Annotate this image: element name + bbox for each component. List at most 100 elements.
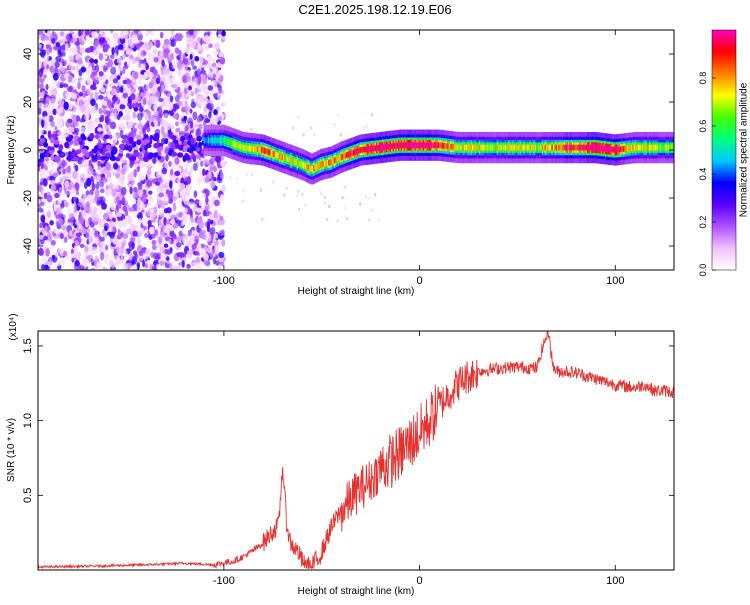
heatmap-noise-cell [59,177,64,184]
heatmap-ridge-cell [303,162,306,169]
heatmap-ridge-cell [302,161,305,168]
heatmap-noise-cell [153,103,158,111]
heatmap-noise-cell [129,236,136,242]
heatmap-ridge-cell [654,144,657,151]
heatmap-noise-cell [174,104,180,110]
heatmap-noise-cell [370,112,374,117]
heatmap-ridge-cell [550,144,553,151]
heatmap-noise-cell [71,66,76,71]
heatmap-noise-cell [147,57,151,65]
heatmap-noise-cell [63,59,67,66]
heatmap-noise-cell [74,259,80,267]
heatmap-noise-cell [39,82,44,91]
heatmap-noise-cell [100,219,104,227]
heatmap-ridge-cell [647,144,650,151]
heatmap-ridge-cell [208,137,211,144]
heatmap-y-tick-label: 20 [22,96,34,108]
heatmap-noise-cell [85,227,91,236]
heatmap-noise-cell [213,240,220,247]
heatmap-noise-cell [163,69,167,76]
heatmap-noise-cell [302,132,305,137]
heatmap-noise-cell [56,206,62,215]
heatmap-noise-cell [75,54,79,60]
heatmap-noise-cell [78,99,84,107]
heatmap-noise-cell [183,115,188,121]
snr-x-tick-label: 0 [417,575,423,587]
heatmap-band-cell [97,143,102,150]
heatmap-ridge-cell [470,144,473,151]
heatmap-band-cell [85,152,90,158]
heatmap-noise-cell [102,32,107,38]
heatmap-noise-cell [208,43,213,49]
heatmap-noise-cell [99,181,104,188]
heatmap-noise-cell [80,162,84,168]
heatmap-ridge-cell [282,154,285,161]
heatmap-ridge-cell [480,144,483,151]
heatmap-ridge-cell [306,163,309,170]
heatmap-ridge-cell [607,146,610,153]
heatmap-noise-cell [191,265,197,270]
heatmap-noise-cell [146,126,151,133]
heatmap-noise-cell [122,262,129,270]
heatmap-noise-cell [131,242,136,250]
heatmap-noise-cell [200,233,206,239]
heatmap-band-cell [103,134,110,140]
heatmap-ridge-cell [292,158,295,165]
heatmap-noise-cell [65,202,69,208]
heatmap-ridge-cell [384,144,387,150]
heatmap-noise-cell [343,206,347,211]
heatmap-noise-cell [201,229,207,235]
heatmap-ridge-cell [269,149,272,156]
heatmap-noise-cell [235,177,239,181]
heatmap-noise-cell [189,121,194,129]
heatmap-ridge-cell [485,144,488,151]
heatmap-ridge [203,124,674,185]
heatmap-noise-cell [204,246,209,253]
heatmap-noise-cell [172,223,179,229]
heatmap-noise-cell [158,107,163,115]
heatmap-noise-cell [167,129,173,138]
heatmap-noise-cell [177,62,183,71]
heatmap-noise-cell [78,198,86,203]
heatmap-noise-cell [46,124,53,131]
heatmap-band-cell [79,140,84,146]
heatmap-ridge-cell [430,142,433,149]
heatmap-noise-cell [186,176,192,185]
heatmap-noise-cell [49,244,55,250]
heatmap-noise-cell [377,218,381,223]
snr-y-multiplier: (x10⁴) [8,313,19,340]
heatmap-noise-cell [158,219,164,228]
heatmap-noise-cell [125,47,132,56]
heatmap-ridge-cell [221,137,224,144]
heatmap-noise-cell [192,65,197,70]
heatmap-noise-cell [64,172,71,177]
heatmap-noise-cell [73,244,78,252]
heatmap-noise-cell [188,85,193,91]
heatmap-ridge-cell [661,144,663,151]
heatmap-ridge-cell [522,144,525,151]
heatmap-noise-cell [57,49,62,57]
heatmap-noise-cell [141,183,146,188]
heatmap-noise-cell [166,213,172,219]
heatmap-noise-cell [163,208,168,214]
heatmap-noise-cell [118,220,123,229]
heatmap-noise-cell [176,236,182,242]
heatmap-noise-cell [333,122,336,127]
heatmap-noise-cell [102,127,106,133]
heatmap-ridge-cell [380,144,383,151]
heatmap-ridge-cell [365,146,368,153]
heatmap-ridge-cell [425,142,428,149]
heatmap-band-cell [190,137,195,145]
heatmap-noise-cell [65,166,71,173]
heatmap-noise-cell [197,76,202,85]
heatmap-noise-cell [261,217,264,222]
heatmap-ridge-cell [393,142,396,149]
heatmap-noise-cell [146,95,150,102]
heatmap-noise-cell [153,69,158,75]
heatmap-noise-cell [108,182,114,190]
heatmap-ridge-cell [526,144,529,151]
heatmap-noise-cell [159,246,166,254]
heatmap-noise-cell [180,34,184,39]
heatmap-ridge-cell [580,144,583,151]
